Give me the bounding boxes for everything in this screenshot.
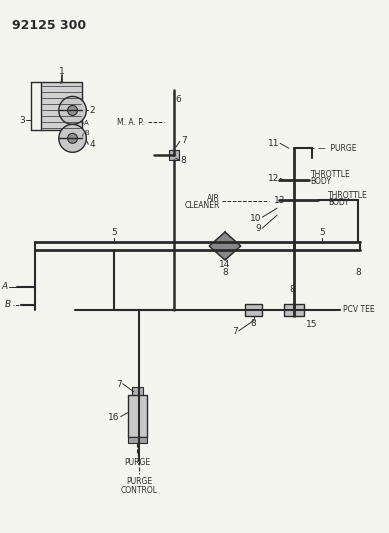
Bar: [131, 386, 144, 397]
Text: —  PURGE: — PURGE: [319, 144, 357, 153]
Text: 3: 3: [19, 116, 25, 125]
Text: 12: 12: [268, 174, 279, 183]
Text: 8: 8: [251, 319, 256, 328]
Text: CLEANER: CLEANER: [185, 200, 220, 209]
Text: 8: 8: [289, 285, 295, 294]
Text: PURGE: PURGE: [126, 478, 152, 487]
Text: 15: 15: [306, 320, 317, 329]
Text: B: B: [5, 301, 11, 309]
Text: 11: 11: [268, 139, 279, 148]
Circle shape: [59, 124, 86, 152]
Text: CONTROL: CONTROL: [121, 487, 158, 496]
Text: A: A: [2, 282, 8, 292]
Text: 7: 7: [232, 327, 238, 336]
Text: BODY: BODY: [310, 177, 331, 185]
Text: 7: 7: [116, 380, 122, 389]
Text: 5: 5: [111, 228, 117, 237]
Bar: [169, 150, 179, 160]
Circle shape: [68, 106, 77, 116]
Text: 8: 8: [222, 268, 228, 277]
Text: 5: 5: [319, 228, 325, 237]
Text: A: A: [84, 120, 89, 126]
Text: THROTTLE: THROTTLE: [310, 169, 350, 179]
Text: 14: 14: [219, 260, 231, 269]
Bar: [128, 437, 147, 442]
Text: 1: 1: [59, 68, 65, 77]
Text: 8: 8: [181, 156, 186, 165]
Bar: [284, 304, 304, 316]
Text: AIR: AIR: [207, 193, 220, 203]
Text: 7: 7: [181, 136, 186, 145]
Text: 16: 16: [108, 413, 120, 422]
Text: 6: 6: [176, 95, 182, 104]
Text: 10: 10: [250, 214, 261, 223]
Text: 13: 13: [273, 196, 285, 205]
Bar: [41, 83, 82, 131]
Text: 8: 8: [355, 268, 361, 277]
Text: B: B: [84, 131, 89, 136]
Text: BODY: BODY: [328, 198, 349, 207]
Text: M. A. P.: M. A. P.: [117, 118, 144, 127]
Circle shape: [68, 133, 77, 143]
Bar: [245, 304, 262, 316]
Text: PURGE: PURGE: [124, 458, 151, 467]
Text: THROTTLE: THROTTLE: [328, 191, 368, 200]
Text: 4: 4: [89, 140, 95, 149]
Text: 2: 2: [89, 106, 95, 115]
Text: 92125 300: 92125 300: [12, 19, 86, 31]
Text: 9: 9: [256, 224, 261, 232]
Polygon shape: [209, 232, 241, 260]
Bar: [128, 394, 147, 437]
Text: — — PCV TEE: — — PCV TEE: [323, 305, 375, 314]
Circle shape: [59, 96, 86, 124]
